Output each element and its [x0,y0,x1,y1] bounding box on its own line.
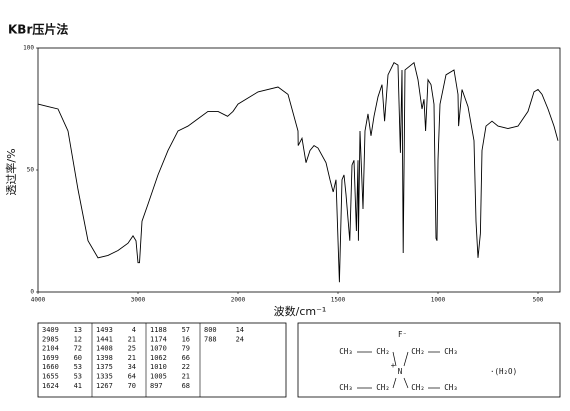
peak-transmittance: 53 [74,373,82,381]
peak-wavenumber: 1005 [150,373,167,381]
chem-group: CH₃ [339,347,353,356]
peak-transmittance: 70 [128,382,136,390]
peak-transmittance: 41 [74,382,82,390]
peak-transmittance: 12 [74,335,82,343]
peak-wavenumber: 1660 [42,363,59,371]
peak-transmittance: 66 [182,354,190,362]
x-tick-label: 4000 [31,297,46,304]
peak-transmittance: 72 [74,345,82,353]
peak-wavenumber: 1375 [96,363,113,371]
chem-group: CH₂ [376,383,390,392]
peak-transmittance: 34 [128,363,136,371]
peak-wavenumber: 897 [150,382,163,390]
x-tick-label: 1000 [431,297,446,304]
peak-transmittance: 25 [128,345,136,353]
peak-transmittance: 60 [74,354,82,362]
peak-transmittance: 13 [74,326,82,334]
chem-group: CH₃ [444,347,458,356]
peak-transmittance: 16 [182,335,190,343]
peak-transmittance: 21 [128,354,136,362]
peak-wavenumber: 1408 [96,345,113,353]
peak-wavenumber: 1699 [42,354,59,362]
peak-wavenumber: 1655 [42,373,59,381]
peak-wavenumber: 1493 [96,326,113,334]
peak-wavenumber: 2985 [42,335,59,343]
peak-table-frame [37,322,287,398]
structure-bonds [357,351,440,389]
peak-wavenumber: 1070 [150,345,167,353]
peak-transmittance: 21 [182,373,190,381]
y-tick-label: 0 [30,289,34,296]
structure-frame [297,322,561,398]
peak-transmittance: 64 [128,373,136,381]
y-tick-label: 50 [27,167,35,174]
peak-transmittance: 14 [236,326,244,334]
peak-wavenumber: 1010 [150,363,167,371]
peak-wavenumber: 1624 [42,382,59,390]
chem-group: CH₂ [376,347,390,356]
peak-transmittance: 57 [182,326,190,334]
peak-wavenumber: 800 [204,326,217,334]
anion: F⁻ [398,330,407,339]
peak-transmittance: 4 [132,326,136,334]
x-tick-label: 500 [533,297,544,304]
chem-group: CH₃ [444,383,458,392]
peak-wavenumber: 1267 [96,382,113,390]
peak-wavenumber: 1398 [96,354,113,362]
x-tick-label: 1500 [331,297,346,304]
x-tick-label: 2000 [231,297,246,304]
peak-transmittance: 79 [182,345,190,353]
peak-transmittance: 68 [182,382,190,390]
x-axis-label: 波数/cm⁻¹ [274,305,327,318]
peak-transmittance: 22 [182,363,190,371]
chem-group: CH₂ [411,383,425,392]
peak-wavenumber: 1174 [150,335,167,343]
peak-transmittance: 53 [74,363,82,371]
peak-wavenumber: 2104 [42,345,59,353]
peak-wavenumber: 1335 [96,373,113,381]
peak-transmittance: 24 [236,335,244,343]
spectrum-line [37,61,559,283]
charge: + [391,361,396,370]
peak-wavenumber: 1188 [150,326,167,334]
peak-wavenumber: 1441 [96,335,113,343]
x-tick-label: 3000 [131,297,146,304]
center-atom: N [398,367,403,376]
y-axis-label: 透过率/% [4,148,18,195]
solvate: ·(H₂O) [490,367,517,376]
chem-group: CH₃ [339,383,353,392]
peak-wavenumber: 1062 [150,354,167,362]
chem-group: CH₂ [411,347,425,356]
peak-wavenumber: 788 [204,335,217,343]
chart-title: KBr压片法 [8,22,68,37]
peak-wavenumber: 3409 [42,326,59,334]
y-tick-label: 100 [23,45,34,52]
peak-transmittance: 21 [128,335,136,343]
